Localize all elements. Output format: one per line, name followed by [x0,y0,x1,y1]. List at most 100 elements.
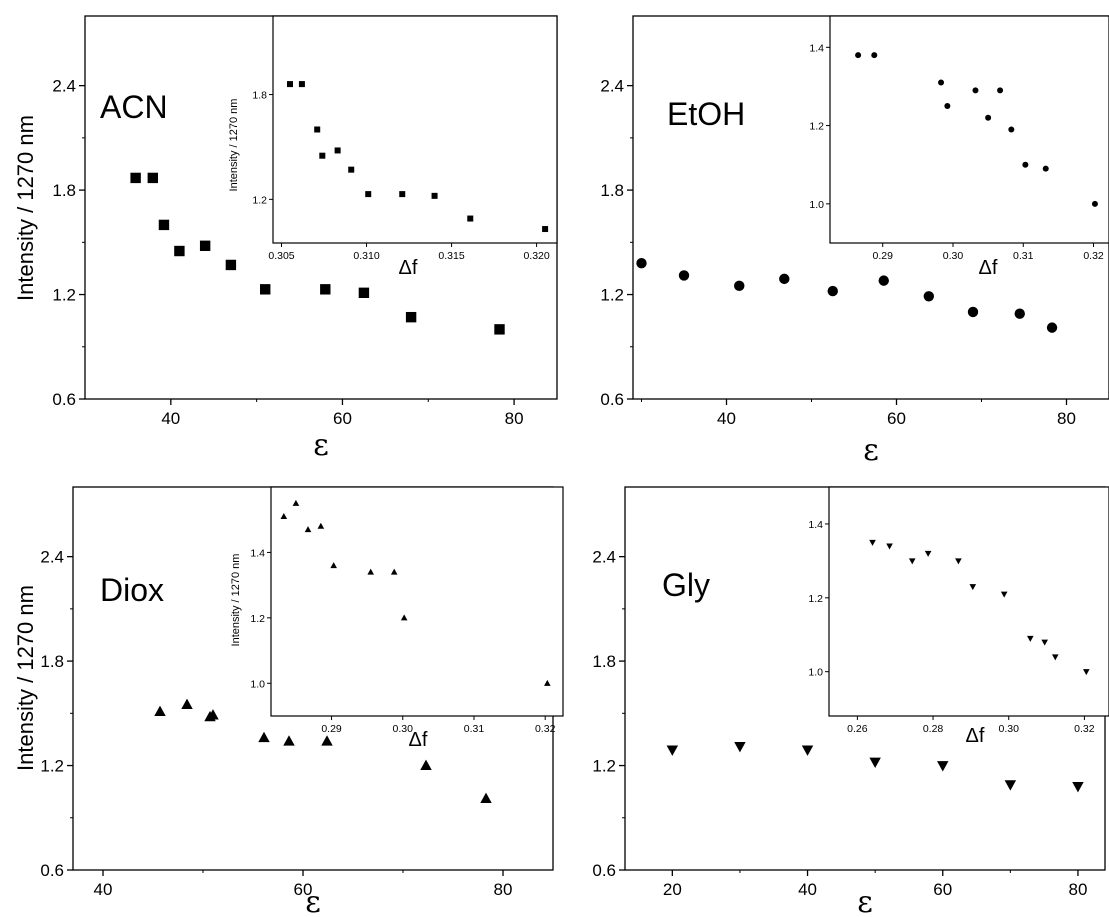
inset-x-tick-label: 0.315 [438,250,464,262]
chart-panel-1: 0.6 1.2 1.8 2.4 40 60 80 Intensity / 1270 nm ε AC… [13,15,558,463]
data-point [358,287,370,299]
inset-x-tick-label: 0.28 [923,723,944,735]
inset-x-tick-label: 0.29 [321,723,342,735]
inset-plot: 1.0 1.2 1.4 0.26 0.28 0.30 0.32 Δf [808,486,1109,747]
inset-y-tick-label: 1.0 [808,667,823,679]
inset-plot: 1.0 1.2 1.4 0.29 0.30 0.31 0.32 Δf [809,15,1109,279]
data-point [636,258,647,269]
x-tick-label: 60 [333,409,352,428]
inset-data-point [944,103,951,110]
panel-label: Gly [662,567,710,603]
x-tick-label: 60 [887,409,906,428]
x-axis-label: ε [313,428,329,463]
data-point [181,698,193,710]
data-point [283,735,295,746]
y-tick-label: 0.6 [40,861,64,880]
inset-y-tick-label: 1.2 [250,613,265,625]
data-point [321,735,333,746]
data-point [923,291,934,302]
x-tick-label: 40 [94,880,113,899]
data-point [734,280,745,292]
data-point [967,306,979,318]
inset-plot: 1.0 1.2 1.4 0.29 0.30 0.31 0.32 Δf Intensity / 1… [230,486,564,751]
data-point [678,270,690,281]
inset-x-axis-label: Δf [979,257,998,279]
inset-data-point [871,52,878,59]
inset-data-point [390,568,398,575]
inset-frame [829,15,1109,244]
inset-y-tick-label: 1.0 [809,199,824,211]
y-tick-label: 1.2 [52,286,76,305]
data-point [1072,782,1084,793]
y-tick-label: 2.4 [52,77,76,96]
y-tick-label: 0.6 [52,390,76,409]
inset-data-point [544,679,551,686]
inset-data-point [365,191,372,198]
data-point [734,741,746,753]
inset-data-point [348,166,355,173]
data-point [147,172,158,184]
y-tick-label: 2.4 [40,548,64,567]
y-tick-label: 1.2 [592,757,616,776]
x-tick-label: 60 [294,880,313,899]
inset-data-point [400,614,408,621]
y-tick-label: 1.2 [40,757,64,776]
data-point [320,284,331,295]
data-point [1014,308,1025,319]
data-point [420,759,432,770]
inset-x-tick-label: 0.320 [523,250,549,262]
x-tick-label: 40 [717,409,736,428]
inset-y-tick-label: 1.2 [252,194,267,206]
inset-y-tick-label: 1.4 [809,42,824,54]
inset-data-point [1026,635,1034,642]
x-tick-label: 20 [663,880,682,899]
inset-x-tick-label: 0.32 [1074,723,1095,735]
inset-data-point [855,52,862,59]
data-point [260,284,271,295]
x-tick-label: 80 [494,880,513,899]
data-point [827,285,838,297]
inset-data-point [924,550,932,557]
x-tick-label: 80 [1068,880,1087,899]
inset-x-tick-label: 0.310 [353,250,379,262]
inset-data-point [938,79,945,86]
inset-data-point [972,87,979,94]
chart-panel-3: 0.6 1.2 1.8 2.4 40 60 80 Intensity / 1270 nm ε Di… [13,486,564,917]
inset-x-tick-label: 0.32 [535,723,556,735]
inset-frame [828,486,1109,717]
data-point [878,275,889,286]
inset-x-tick-label: 0.31 [1013,250,1034,262]
inset-y-tick-label: 1.2 [809,121,824,133]
inset-data-point [869,539,876,546]
y-tick-label: 0.6 [600,390,624,409]
data-point [869,757,881,769]
inset-data-point [1022,161,1029,168]
inset-data-point [314,126,321,133]
x-axis-label: ε [857,885,873,917]
data-point [154,705,166,716]
x-tick-label: 40 [798,880,817,899]
inset-x-tick-label: 0.30 [943,250,964,262]
y-tick-label: 1.8 [40,652,64,671]
data-point [225,259,237,271]
inset-x-tick-label: 0.31 [464,723,485,735]
inset-data-point [298,81,305,88]
inset-data-point [1051,654,1059,661]
inset-data-point [969,584,977,591]
x-tick-label: 60 [933,880,952,899]
y-tick-label: 1.2 [600,286,624,305]
inset-data-point [467,215,474,222]
inset-data-point [985,114,992,121]
inset-y-axis-label: Intensity / 1270 nm [230,554,242,647]
panel-label: EtOH [667,96,745,132]
data-point [1046,322,1058,333]
inset-data-point [1041,639,1048,646]
inset-x-axis-label: Δf [409,729,428,751]
inset-data-point [280,512,288,519]
y-axis-label: Intensity / 1270 nm [13,115,38,301]
panel-label: Diox [100,572,164,608]
inset-y-tick-label: 1.2 [808,593,823,605]
inset-y-tick-label: 1.4 [250,547,265,559]
data-point [199,240,211,251]
inset-y-tick-label: 1.8 [252,90,267,102]
